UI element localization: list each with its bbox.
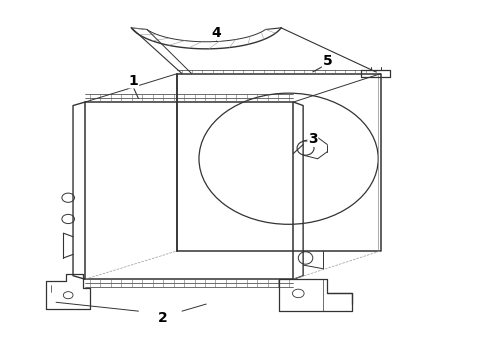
Text: 2: 2: [158, 311, 168, 325]
Text: 5: 5: [322, 54, 332, 68]
Text: 4: 4: [211, 26, 221, 40]
Text: 1: 1: [129, 74, 139, 88]
Text: 3: 3: [308, 132, 318, 146]
